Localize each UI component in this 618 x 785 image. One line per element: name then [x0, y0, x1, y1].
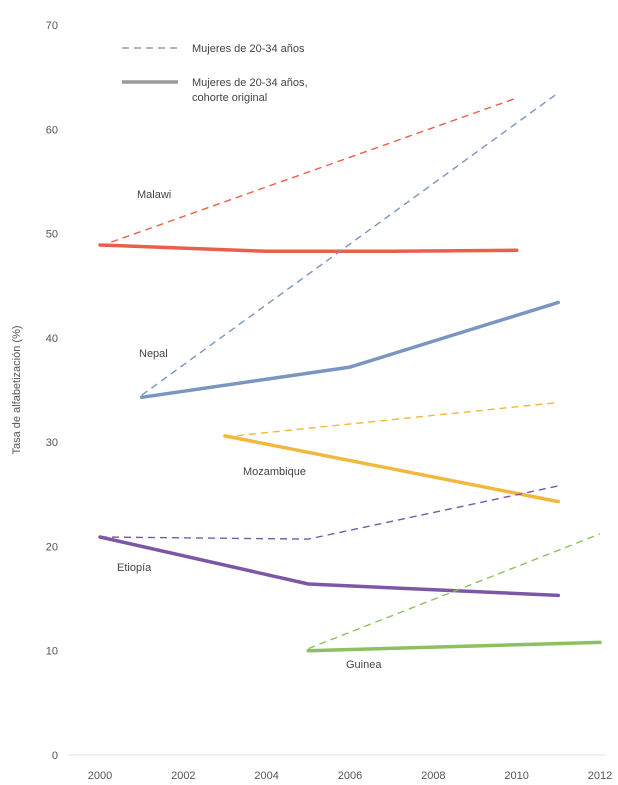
- malawi-solid-line: [98, 243, 519, 254]
- y-tick-label: 0: [52, 750, 58, 762]
- guinea-solid-line: [306, 640, 602, 653]
- nepal-label: Nepal: [139, 348, 168, 360]
- country-labels: Malawi Nepal Mozambique Etiopía Guinea: [117, 189, 382, 671]
- legend-dashed-label: Mujeres de 20-34 años: [192, 43, 305, 55]
- x-tick-label: 2008: [421, 770, 445, 782]
- x-tick-label: 2006: [338, 770, 362, 782]
- x-tick-label: 2012: [588, 770, 612, 782]
- x-tick-label: 2000: [88, 770, 112, 782]
- etiopia-label: Etiopía: [117, 562, 152, 574]
- legend: Mujeres de 20-34 años Mujeres de 20-34 a…: [122, 43, 308, 104]
- series-group: [98, 92, 602, 653]
- y-tick-label: 40: [46, 333, 58, 345]
- guinea-label: Guinea: [346, 659, 382, 671]
- malawi-label: Malawi: [137, 189, 171, 201]
- x-tick-label: 2004: [254, 770, 278, 782]
- x-tick-label: 2002: [171, 770, 195, 782]
- etiopia-solid-line: [98, 535, 561, 598]
- legend-solid-label-line1: Mujeres de 20-34 años,: [192, 77, 308, 89]
- legend-solid-label-line2: cohorte original: [192, 92, 267, 104]
- mozambique-dashed-line: [224, 401, 559, 438]
- x-tick-label: 2010: [504, 770, 528, 782]
- y-axis-title: Tasa de alfabetización (%): [11, 325, 23, 454]
- nepal-solid-line: [139, 300, 561, 400]
- y-axis-ticks: 0 10 20 30 40 50 60 70: [46, 20, 58, 762]
- y-tick-label: 50: [46, 229, 58, 241]
- y-tick-label: 10: [46, 646, 58, 658]
- malawi-dashed-line: [99, 97, 517, 247]
- y-axis-label: Tasa de alfabetización (%): [11, 325, 23, 454]
- y-tick-label: 30: [46, 437, 58, 449]
- y-tick-label: 70: [46, 20, 58, 32]
- nepal-dashed-line: [141, 92, 559, 396]
- guinea-dashed-line: [308, 533, 601, 650]
- y-tick-label: 60: [46, 124, 58, 136]
- x-axis-ticks: 2000 2002 2004 2006 2008 2010 2012: [88, 770, 612, 782]
- mozambique-solid-line: [223, 434, 561, 504]
- etiopia-dashed-line: [99, 485, 559, 540]
- y-tick-label: 20: [46, 541, 58, 553]
- mozambique-label: Mozambique: [243, 466, 306, 478]
